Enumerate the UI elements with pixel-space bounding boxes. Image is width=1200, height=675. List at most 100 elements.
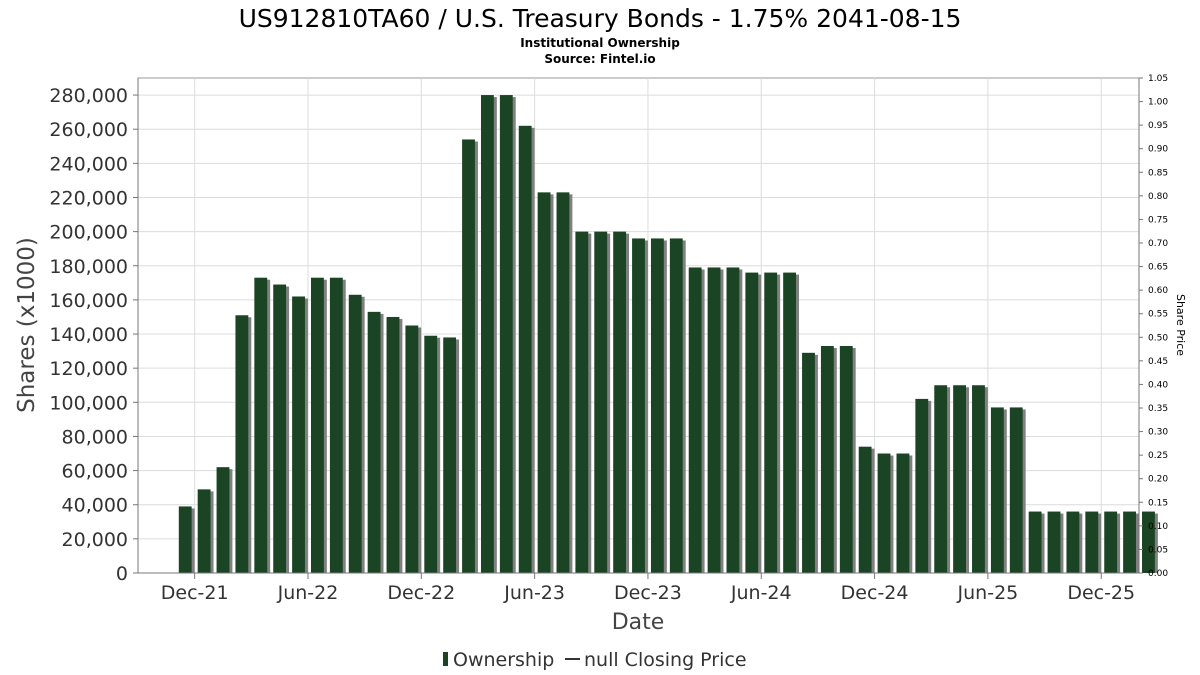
legend-price-label: null Closing Price bbox=[584, 649, 747, 671]
y2-tick-label: 0.10 bbox=[1148, 522, 1168, 532]
bar bbox=[1010, 407, 1023, 573]
bar bbox=[311, 278, 324, 573]
bar bbox=[500, 95, 513, 573]
x-axis: Dec-21 Jun-22 Dec-22 Jun-23 Dec-23 Jun-24 Dec-… bbox=[138, 573, 1139, 604]
x-tick-label: Dec-22 bbox=[387, 582, 455, 604]
y-tick-label: 100,000 bbox=[49, 392, 128, 414]
bar bbox=[764, 273, 777, 573]
bar bbox=[689, 267, 702, 573]
y2-tick-label: 1.05 bbox=[1148, 74, 1168, 84]
x-tick-label: Dec-21 bbox=[161, 582, 229, 604]
y-axis-right: 0.00 0.05 0.10 0.15 0.20 0.25 0.30 0.35 0.40 0.45… bbox=[1139, 74, 1168, 579]
y-axis-left: 0 20,000 40,000 60,000 80,000 100,000 120,000 1… bbox=[49, 78, 138, 585]
y-tick-label: 200,000 bbox=[49, 222, 128, 244]
bar bbox=[670, 238, 683, 573]
bar bbox=[632, 238, 645, 573]
y-tick-label: 260,000 bbox=[49, 119, 128, 141]
bar bbox=[745, 273, 758, 573]
bar bbox=[368, 312, 381, 573]
bar bbox=[651, 238, 664, 573]
y2-tick-label: 0.55 bbox=[1148, 310, 1168, 320]
y-tick-label: 140,000 bbox=[49, 324, 128, 346]
bar bbox=[727, 267, 740, 573]
bar bbox=[405, 326, 418, 574]
y2-tick-label: 0.05 bbox=[1148, 545, 1168, 555]
bar bbox=[1029, 512, 1042, 573]
bar bbox=[179, 506, 192, 573]
y2-tick-label: 0.50 bbox=[1148, 333, 1168, 343]
y2-tick-label: 1.00 bbox=[1148, 98, 1168, 108]
bar bbox=[443, 337, 456, 573]
y-tick-label: 80,000 bbox=[62, 426, 128, 448]
bar bbox=[1123, 512, 1136, 573]
y-tick-label: 220,000 bbox=[49, 187, 128, 209]
y-tick-label: 60,000 bbox=[62, 461, 128, 483]
bar bbox=[1066, 512, 1079, 573]
legend: Ownership null Closing Price bbox=[443, 649, 747, 671]
bar bbox=[538, 192, 551, 573]
bar bbox=[783, 273, 796, 573]
bar bbox=[821, 346, 834, 573]
bar bbox=[802, 353, 815, 573]
y2-tick-label: 0.60 bbox=[1148, 286, 1168, 296]
y2-tick-label: 0.90 bbox=[1148, 145, 1168, 155]
bar bbox=[878, 454, 891, 573]
x-tick-label: Jun-22 bbox=[277, 582, 339, 604]
bar bbox=[462, 139, 475, 573]
bar bbox=[387, 317, 400, 573]
chart-source: Source: Fintel.io bbox=[544, 52, 655, 66]
y-tick-label: 280,000 bbox=[49, 85, 128, 107]
bar bbox=[519, 126, 532, 573]
y-tick-label: 20,000 bbox=[62, 529, 128, 551]
y-tick-label: 40,000 bbox=[62, 495, 128, 517]
bar bbox=[840, 346, 853, 573]
bar bbox=[198, 489, 211, 573]
bar bbox=[557, 192, 570, 573]
legend-ownership-swatch bbox=[443, 652, 448, 666]
bar bbox=[953, 385, 966, 573]
bar bbox=[972, 385, 985, 573]
bar bbox=[1142, 512, 1155, 573]
bar bbox=[424, 336, 437, 573]
x-axis-label: Date bbox=[612, 610, 665, 635]
y2-tick-label: 0.20 bbox=[1148, 475, 1168, 485]
y2-tick-label: 0.45 bbox=[1148, 357, 1168, 367]
y2-tick-label: 0.40 bbox=[1148, 380, 1168, 390]
y2-tick-label: 0.95 bbox=[1148, 121, 1168, 131]
y2-tick-label: 0.35 bbox=[1148, 404, 1168, 414]
bar bbox=[254, 278, 267, 573]
bar bbox=[575, 232, 588, 573]
y-tick-label: 240,000 bbox=[49, 153, 128, 175]
x-tick-label: Jun-23 bbox=[503, 582, 565, 604]
y2-axis-label: Share Price bbox=[1174, 294, 1187, 356]
bar bbox=[273, 285, 286, 573]
bar bbox=[708, 267, 721, 573]
ownership-chart: US912810TA60 / U.S. Treasury Bonds - 1.7… bbox=[0, 0, 1200, 675]
bar bbox=[330, 278, 343, 573]
bar bbox=[915, 399, 928, 573]
x-tick-label: Dec-24 bbox=[841, 582, 909, 604]
y2-tick-label: 0.00 bbox=[1148, 569, 1168, 579]
x-tick-label: Jun-24 bbox=[730, 582, 792, 604]
y2-tick-label: 0.75 bbox=[1148, 215, 1168, 225]
y-axis-label: Shares (x1000) bbox=[14, 237, 40, 413]
y2-tick-label: 0.85 bbox=[1148, 168, 1168, 178]
bar bbox=[217, 467, 230, 573]
bar bbox=[991, 407, 1004, 573]
legend-ownership-label: Ownership bbox=[453, 649, 554, 671]
y2-tick-label: 0.80 bbox=[1148, 192, 1168, 202]
chart-subtitle: Institutional Ownership bbox=[520, 36, 680, 50]
bar bbox=[1085, 512, 1098, 573]
bar bbox=[235, 315, 248, 573]
y-tick-label: 160,000 bbox=[49, 290, 128, 312]
bar bbox=[1048, 512, 1061, 573]
y-tick-label: 120,000 bbox=[49, 358, 128, 380]
y-tick-label: 0 bbox=[116, 563, 128, 585]
y2-tick-label: 0.15 bbox=[1148, 498, 1168, 508]
y-tick-label: 180,000 bbox=[49, 256, 128, 278]
bar bbox=[613, 232, 626, 573]
x-tick-label: Dec-25 bbox=[1067, 582, 1135, 604]
bar bbox=[594, 232, 607, 573]
x-tick-label: Jun-25 bbox=[957, 582, 1019, 604]
x-tick-label: Dec-23 bbox=[614, 582, 682, 604]
